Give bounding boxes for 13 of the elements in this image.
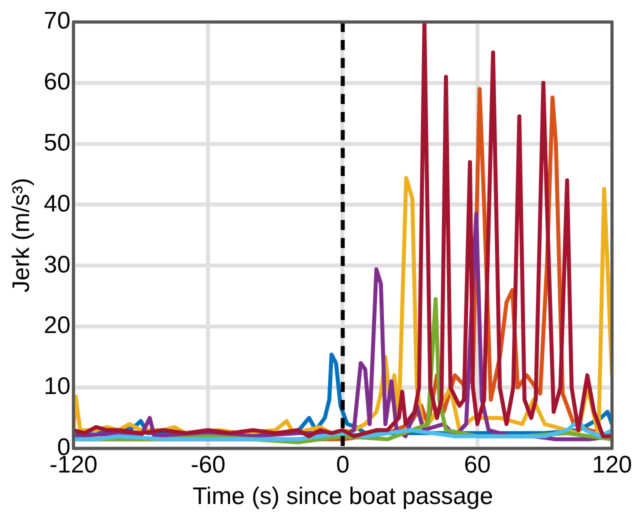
x-tick-label: 0 [336,451,350,478]
y-tick-label: 50 [44,129,70,156]
x-tick-label: 120 [592,451,632,478]
x-tick-label: 60 [464,451,491,478]
y-tick-label: 40 [44,190,70,218]
y-tick-label: 20 [44,312,70,340]
x-tick-label: -60 [190,451,226,478]
y-tick-label: 10 [44,373,70,400]
y-tick-label: 30 [44,251,70,278]
y-tick-label: 60 [44,68,70,96]
y-axis-title: Jerk (m/s³) [8,178,36,293]
x-axis-title: Time (s) since boat passage [192,483,494,510]
y-tick-label: 70 [44,8,70,35]
